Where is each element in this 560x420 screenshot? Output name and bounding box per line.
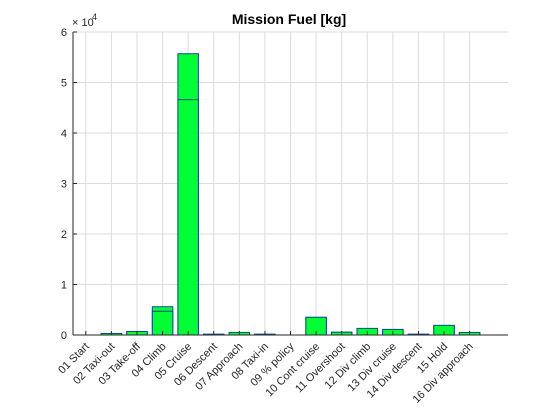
axes (72, 31, 508, 336)
y-tick-label: 6 (61, 27, 67, 39)
bar-2-5 (177, 99, 199, 336)
y-tick-label: 0 (61, 330, 67, 342)
y-multiplier-exponent: 4 (92, 12, 97, 22)
y-tick-label: 5 (61, 78, 67, 90)
y-tick-label: 3 (61, 179, 67, 191)
y-tick-label: 4 (61, 128, 67, 140)
y-tick-label: 2 (61, 229, 67, 241)
chart-title: Mission Fuel [kg] (232, 11, 346, 27)
y-multiplier-base: × 10 (72, 17, 94, 29)
grid (73, 31, 508, 336)
y-multiplier: × 10 4 (72, 12, 97, 29)
y-tick-labels: 0 1 2 3 4 5 6 (61, 27, 67, 342)
y-tick-label: 1 (61, 280, 67, 292)
